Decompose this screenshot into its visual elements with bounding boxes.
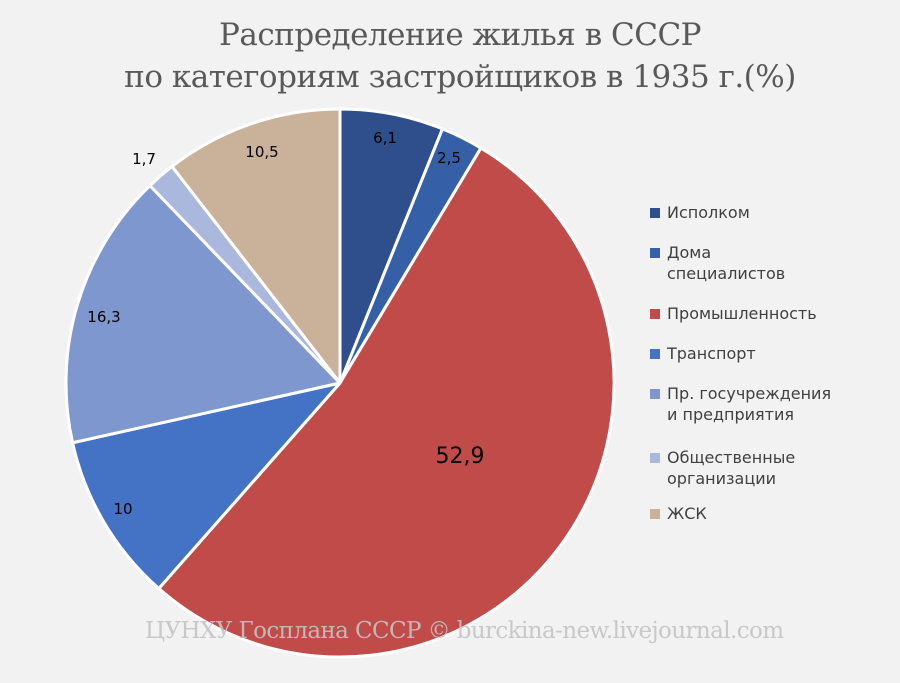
data-label: 6,1 — [373, 129, 397, 147]
legend-item: Промышленность — [648, 303, 888, 324]
legend-item: Дома специалистов — [648, 242, 888, 284]
legend-swatch-icon — [650, 208, 660, 218]
watermark: ЦУНХУ Госплана СССР © burckina-new.livej… — [145, 618, 784, 644]
pie-slice — [170, 107, 342, 385]
legend-swatch-icon — [650, 453, 660, 463]
legend-swatch-icon — [650, 509, 660, 519]
pie-slice — [157, 146, 616, 659]
pie-slice — [71, 381, 342, 591]
legend-label: ЖСК — [667, 504, 707, 523]
pie-slice — [64, 184, 342, 445]
legend-swatch-icon — [650, 309, 660, 319]
legend-label: Общественные — [667, 448, 796, 467]
legend-item: Транспорт — [648, 343, 888, 364]
legend-label-continuation: организации — [667, 469, 777, 488]
legend-label: Пр. госучреждения — [667, 384, 832, 403]
legend-swatch-icon — [650, 389, 660, 399]
data-label: 52,9 — [436, 444, 485, 469]
legend-swatch-icon — [650, 248, 660, 258]
chart-legend: Исполком Дома специалистов Промышленность Тр… — [648, 202, 888, 524]
legend-item: Исполком — [648, 202, 888, 223]
pie-slices — [64, 107, 616, 659]
data-label: 10 — [113, 500, 132, 518]
chart-title-line-1: Распределение жилья в СССР — [218, 17, 702, 53]
legend-label: Промышленность — [667, 304, 817, 323]
legend-label: Транспорт — [667, 344, 756, 363]
legend-item: ЖСК — [648, 503, 888, 524]
legend-label: Дома — [667, 243, 712, 262]
legend-swatch-icon — [650, 349, 660, 359]
data-label: 1,7 — [132, 150, 156, 168]
legend-label-continuation: и предприятия — [667, 405, 794, 424]
legend-label: Исполком — [667, 203, 750, 222]
pie-data-labels: 6,1 2,5 52,9 10 16,3 1,7 10,5 — [87, 129, 484, 518]
chart-title: Распределение жилья в СССР по категориям… — [0, 14, 900, 98]
data-label: 10,5 — [245, 143, 278, 161]
data-label: 16,3 — [87, 308, 120, 326]
legend-item: Общественные организации — [648, 447, 888, 489]
data-label: 2,5 — [437, 149, 461, 167]
chart-title-line-2: по категориям застройщиков в 1935 г.(%) — [124, 59, 796, 95]
legend-item: Пр. госучреждения и предприятия — [648, 383, 888, 425]
legend-label-continuation: специалистов — [667, 264, 786, 283]
